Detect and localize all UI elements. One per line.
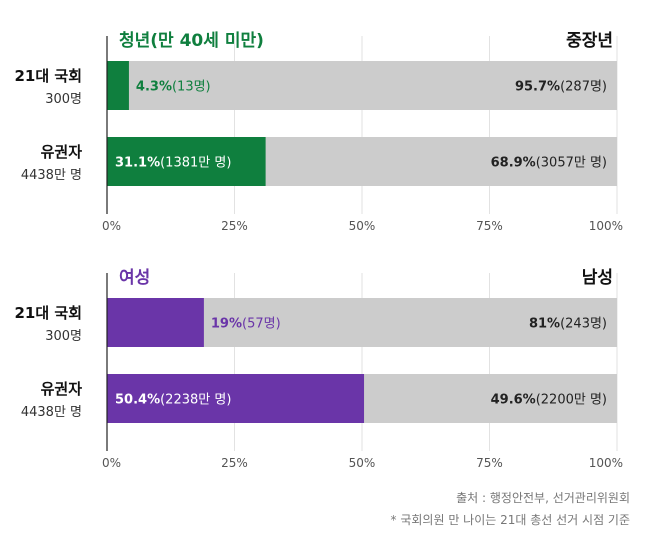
data-label-1-right: 95.7%(287명): [515, 80, 607, 95]
data-label-count: (1381만 명): [160, 156, 231, 171]
tick-label: 75%: [476, 219, 503, 233]
tick-label: 50%: [349, 219, 376, 233]
category-sublabel: 300명: [45, 329, 82, 344]
data-label-pct: 81%: [529, 317, 560, 332]
tick-label: 50%: [349, 456, 376, 470]
chart-panel-2: 19%(57명) 81%(243명) 21대 국회 300명 50.4%(2238만 명…: [15, 268, 624, 470]
series-name-right: 남성: [582, 268, 613, 288]
series-name-right: 중장년: [566, 31, 613, 51]
footnote-source: 출처 : 행정안전부, 선거관리위원회: [456, 490, 630, 505]
tick-label: 0%: [102, 219, 121, 233]
tick-label: 25%: [221, 219, 248, 233]
tick-label: 100%: [589, 219, 623, 233]
chart-panel-1: 4.3%(13명) 95.7%(287명) 21대 국회 300명 31.1%(1381…: [15, 30, 624, 233]
data-label-count: (2238만 명): [160, 393, 231, 408]
data-label-count: (2200만 명): [536, 393, 607, 408]
data-label-pct: 4.3%: [136, 80, 172, 95]
series-name-left: 여성: [119, 268, 150, 288]
bar-segment-1-left: [107, 298, 204, 347]
data-label-1-right: 81%(243명): [529, 317, 607, 332]
data-label-2-right: 68.9%(3057만 명): [491, 156, 607, 171]
data-label-1-left: 4.3%(13명): [136, 80, 211, 95]
data-label-2-left: 50.4%(2238만 명): [115, 393, 231, 408]
category-label: 유권자: [41, 380, 83, 398]
data-label-pct: 68.9%: [491, 156, 536, 171]
category-label: 21대 국회: [15, 304, 83, 322]
tick-label: 75%: [476, 456, 503, 470]
data-label-2-left: 31.1%(1381만 명): [115, 156, 231, 171]
category-sublabel: 300명: [45, 92, 82, 107]
data-label-count: (57명): [242, 317, 281, 332]
data-label-count: (3057만 명): [536, 156, 607, 171]
bar-segment-2-left: [107, 137, 266, 186]
tick-label: 100%: [589, 456, 623, 470]
footnote-age-basis: * 국회의원 만 나이는 21대 총선 선거 시점 기준: [391, 513, 630, 527]
category-sublabel: 4438만 명: [21, 405, 82, 420]
series-name-left: 청년(만 40세 미만): [119, 30, 264, 51]
data-label-1-left: 19%(57명): [211, 317, 281, 332]
data-label-count: (13명): [172, 80, 211, 95]
bar-segment-1-right: [107, 61, 617, 110]
data-label-pct: 19%: [211, 317, 242, 332]
tick-label: 25%: [221, 456, 248, 470]
bar-segment-1-left: [107, 61, 129, 110]
category-label: 유권자: [41, 143, 83, 161]
tick-label: 0%: [102, 456, 121, 470]
bar-segment-2-left: [107, 374, 365, 423]
data-label-count: (243명): [560, 317, 607, 332]
category-sublabel: 4438만 명: [21, 168, 82, 183]
data-label-pct: 50.4%: [115, 393, 160, 408]
data-label-pct: 31.1%: [115, 156, 160, 171]
data-label-pct: 95.7%: [515, 80, 560, 95]
data-label-count: (287명): [560, 80, 607, 95]
data-label-pct: 49.6%: [491, 393, 536, 408]
category-label: 21대 국회: [15, 67, 83, 85]
data-label-2-right: 49.6%(2200만 명): [491, 393, 607, 408]
